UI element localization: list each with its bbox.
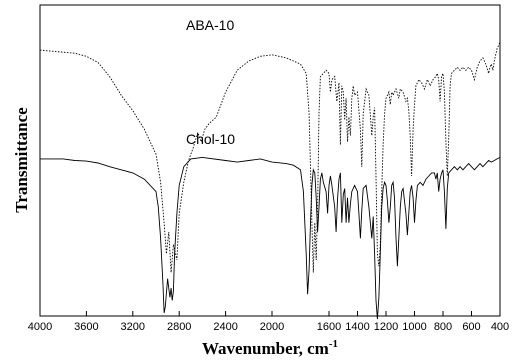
- x-tick-label-4000: 4000: [28, 321, 52, 333]
- y-axis-title: Transmittance: [12, 107, 31, 213]
- x-tick-label-2000: 2000: [260, 321, 284, 333]
- series-line-chol-10: [40, 156, 501, 320]
- x-tick-label-3200: 3200: [121, 321, 145, 333]
- x-tick-label-1200: 1200: [374, 321, 398, 333]
- x-tick-label-600: 600: [462, 321, 480, 333]
- x-tick-label-2400: 2400: [213, 321, 237, 333]
- x-axis-ticks: [39, 311, 501, 316]
- x-axis-title: Wavenumber, cm-1: [202, 338, 338, 358]
- x-axis-title-main: Wavenumber, cm: [202, 339, 329, 358]
- x-tick-label-1400: 1400: [345, 321, 369, 333]
- x-tick-label-400: 400: [491, 321, 509, 333]
- x-axis-tick-labels: 4000 3600 3200 2800 2400 2000 1600 1400 1200 1000…: [28, 321, 509, 333]
- x-tick-label-2800: 2800: [167, 321, 191, 333]
- x-tick-label-1600: 1600: [317, 321, 341, 333]
- plot-frame: [39, 4, 501, 317]
- series-line-aba-10: [39, 42, 501, 273]
- series-label-aba-10: ABA-10: [186, 17, 234, 33]
- x-tick-label-1000: 1000: [402, 321, 426, 333]
- series-label-chol-10: Chol-10: [186, 131, 235, 147]
- x-axis-title-superscript: -1: [329, 338, 338, 350]
- x-tick-label-800: 800: [434, 321, 452, 333]
- series-lines: [39, 42, 501, 320]
- x-tick-label-3600: 3600: [74, 321, 98, 333]
